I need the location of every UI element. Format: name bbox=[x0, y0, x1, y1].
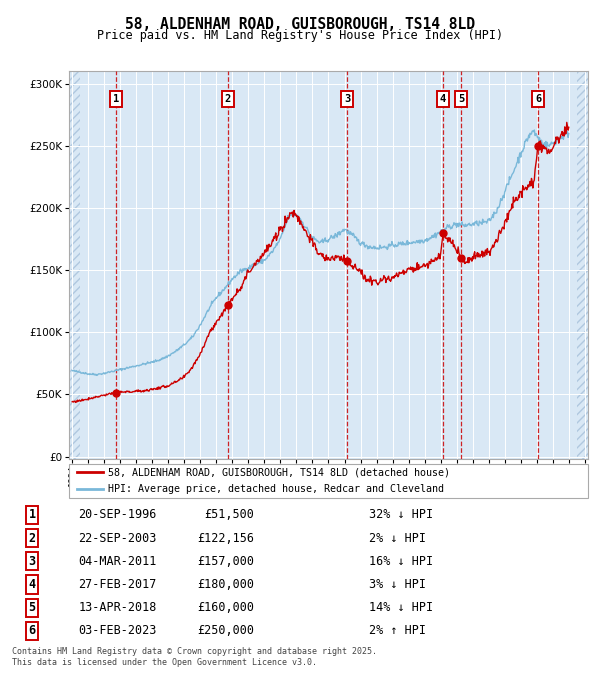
Text: 27-FEB-2017: 27-FEB-2017 bbox=[78, 578, 157, 591]
Text: 3: 3 bbox=[344, 94, 350, 104]
Text: 14% ↓ HPI: 14% ↓ HPI bbox=[369, 601, 433, 614]
Text: 58, ALDENHAM ROAD, GUISBOROUGH, TS14 8LD (detached house): 58, ALDENHAM ROAD, GUISBOROUGH, TS14 8LD… bbox=[108, 467, 450, 477]
Text: 6: 6 bbox=[29, 624, 36, 637]
Text: 32% ↓ HPI: 32% ↓ HPI bbox=[369, 509, 433, 522]
Text: 3% ↓ HPI: 3% ↓ HPI bbox=[369, 578, 426, 591]
Text: 16% ↓ HPI: 16% ↓ HPI bbox=[369, 555, 433, 568]
Text: 2: 2 bbox=[225, 94, 231, 104]
Text: £250,000: £250,000 bbox=[197, 624, 254, 637]
Text: 58, ALDENHAM ROAD, GUISBOROUGH, TS14 8LD: 58, ALDENHAM ROAD, GUISBOROUGH, TS14 8LD bbox=[125, 17, 475, 32]
Text: 3: 3 bbox=[29, 555, 36, 568]
Text: 4: 4 bbox=[29, 578, 36, 591]
Text: 20-SEP-1996: 20-SEP-1996 bbox=[78, 509, 157, 522]
Text: 6: 6 bbox=[535, 94, 541, 104]
Bar bbox=[69, 68, 80, 459]
Text: Price paid vs. HM Land Registry's House Price Index (HPI): Price paid vs. HM Land Registry's House … bbox=[97, 29, 503, 42]
Text: £180,000: £180,000 bbox=[197, 578, 254, 591]
Text: £51,500: £51,500 bbox=[204, 509, 254, 522]
Text: Contains HM Land Registry data © Crown copyright and database right 2025.
This d: Contains HM Land Registry data © Crown c… bbox=[12, 647, 377, 667]
FancyBboxPatch shape bbox=[69, 464, 588, 498]
Text: £122,156: £122,156 bbox=[197, 532, 254, 545]
Text: 04-MAR-2011: 04-MAR-2011 bbox=[78, 555, 157, 568]
Text: 2% ↓ HPI: 2% ↓ HPI bbox=[369, 532, 426, 545]
Text: 5: 5 bbox=[458, 94, 464, 104]
Text: 2: 2 bbox=[29, 532, 36, 545]
Text: 2% ↑ HPI: 2% ↑ HPI bbox=[369, 624, 426, 637]
Text: £157,000: £157,000 bbox=[197, 555, 254, 568]
Text: HPI: Average price, detached house, Redcar and Cleveland: HPI: Average price, detached house, Redc… bbox=[108, 484, 444, 494]
Text: 4: 4 bbox=[440, 94, 446, 104]
Text: 5: 5 bbox=[29, 601, 36, 614]
Text: 22-SEP-2003: 22-SEP-2003 bbox=[78, 532, 157, 545]
Text: 13-APR-2018: 13-APR-2018 bbox=[78, 601, 157, 614]
Text: 03-FEB-2023: 03-FEB-2023 bbox=[78, 624, 157, 637]
Text: 1: 1 bbox=[29, 509, 36, 522]
Text: 1: 1 bbox=[113, 94, 119, 104]
Bar bbox=[577, 68, 588, 459]
Text: £160,000: £160,000 bbox=[197, 601, 254, 614]
